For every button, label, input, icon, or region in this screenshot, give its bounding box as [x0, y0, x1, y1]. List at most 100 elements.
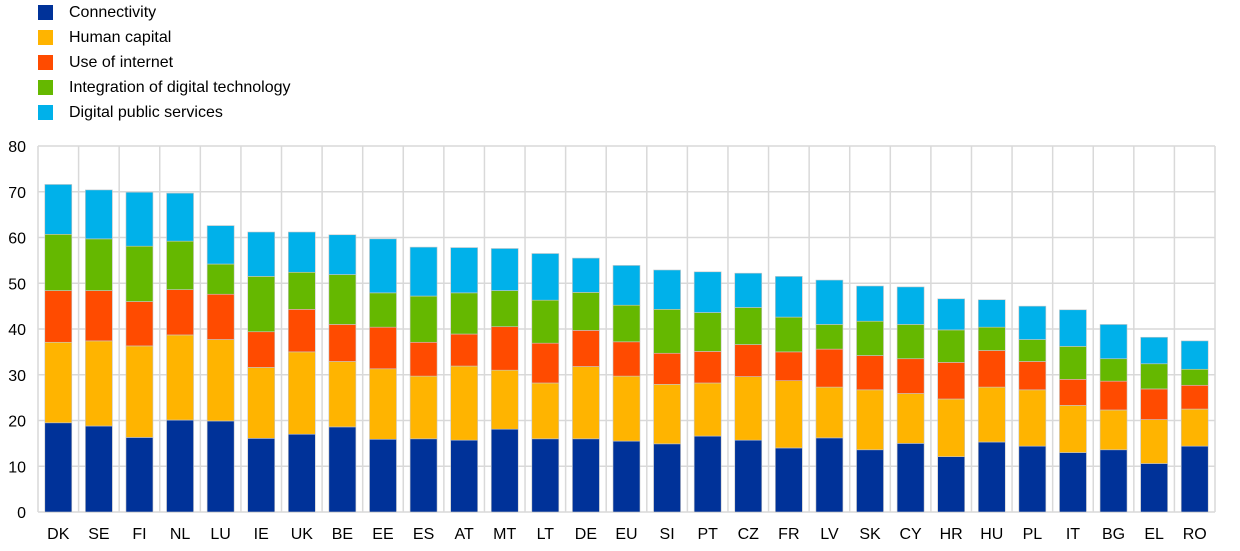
x-tick-label: EL — [1144, 526, 1164, 543]
bar-uk-human-capital — [288, 351, 316, 435]
bar-ro-use-of-internet — [1180, 384, 1209, 410]
bar-nl-human-capital — [166, 334, 194, 421]
x-tick-label: RO — [1183, 526, 1207, 543]
bar-bg-digital-public-services — [1099, 324, 1128, 360]
bar-se-human-capital — [85, 340, 113, 427]
y-axis: 0 10 20 30 40 50 60 70 80 — [8, 139, 26, 522]
bar-pl-use-of-internet — [1018, 361, 1047, 391]
bar-uk-connectivity — [288, 433, 316, 513]
bar-hu-integration-of-digital-technology — [977, 326, 1006, 351]
legend-item: Connectivity — [38, 0, 290, 25]
bar-ee-human-capital — [369, 368, 397, 440]
y-tick-label: 10 — [8, 459, 26, 476]
bar-pt-use-of-internet — [693, 351, 722, 384]
bar-be-use-of-internet — [328, 324, 357, 362]
legend-item: Digital public services — [38, 100, 290, 125]
bar-sk-use-of-internet — [856, 355, 884, 391]
bar-uk-digital-public-services — [288, 231, 316, 273]
bar-mt-human-capital — [490, 369, 519, 430]
x-tick-label: SI — [660, 526, 675, 543]
legend-swatch — [38, 55, 53, 70]
bar-be-connectivity — [328, 426, 357, 513]
bar-eu-use-of-internet — [612, 341, 641, 377]
x-tick-label: NL — [170, 526, 191, 543]
legend-swatch — [38, 80, 53, 95]
bar-cz-connectivity — [734, 439, 763, 513]
bar-nl-use-of-internet — [166, 289, 194, 336]
legend-label: Use of internet — [69, 53, 174, 71]
bar-cy-integration-of-digital-technology — [896, 324, 925, 360]
bar-ro-integration-of-digital-technology — [1180, 368, 1209, 386]
bar-nl-integration-of-digital-technology — [166, 240, 194, 290]
bar-lt-human-capital — [531, 382, 560, 440]
bar-bg-use-of-internet — [1099, 380, 1128, 411]
x-tick-label: PT — [697, 526, 718, 543]
bar-be-integration-of-digital-technology — [328, 274, 357, 325]
bar-it-connectivity — [1059, 452, 1087, 513]
bar-fr-integration-of-digital-technology — [775, 316, 803, 353]
x-tick-label: LU — [210, 526, 230, 543]
bar-it-use-of-internet — [1059, 379, 1087, 406]
legend-swatch — [38, 105, 53, 120]
bar-hr-digital-public-services — [937, 298, 965, 331]
legend-label: Digital public services — [69, 103, 223, 121]
bar-cy-digital-public-services — [896, 286, 925, 325]
bar-lu-use-of-internet — [206, 293, 235, 340]
bar-es-integration-of-digital-technology — [409, 295, 438, 343]
bar-at-human-capital — [450, 365, 478, 441]
bar-dk-human-capital — [44, 341, 73, 424]
bar-eu-connectivity — [612, 440, 641, 513]
bar-ro-connectivity — [1180, 445, 1209, 513]
bar-at-digital-public-services — [450, 247, 478, 294]
bar-ie-human-capital — [247, 367, 276, 439]
legend-label: Connectivity — [69, 3, 157, 21]
bar-pl-digital-public-services — [1018, 305, 1047, 340]
legend-swatch — [38, 5, 53, 20]
bar-dk-integration-of-digital-technology — [44, 233, 73, 291]
bar-el-use-of-internet — [1140, 388, 1168, 420]
legend-item: Human capital — [38, 25, 290, 50]
bar-lu-connectivity — [206, 420, 235, 513]
bar-cz-integration-of-digital-technology — [734, 307, 763, 345]
bar-cz-digital-public-services — [734, 272, 763, 308]
bar-lt-integration-of-digital-technology — [531, 299, 560, 344]
bar-ie-use-of-internet — [247, 331, 276, 368]
bar-lv-digital-public-services — [815, 279, 844, 325]
bar-it-digital-public-services — [1059, 309, 1087, 347]
x-tick-label: CZ — [738, 526, 760, 543]
bar-sk-connectivity — [856, 449, 884, 513]
bar-es-use-of-internet — [409, 341, 438, 377]
bars — [44, 184, 1209, 513]
bar-bg-human-capital — [1099, 409, 1128, 451]
bar-hr-connectivity — [937, 456, 965, 513]
bar-cy-use-of-internet — [896, 358, 925, 394]
bar-ie-integration-of-digital-technology — [247, 276, 276, 333]
x-tick-label: PL — [1023, 526, 1043, 543]
bar-es-digital-public-services — [409, 246, 438, 297]
bar-si-use-of-internet — [653, 352, 681, 385]
bar-de-connectivity — [572, 438, 600, 513]
bar-lv-use-of-internet — [815, 348, 844, 388]
bar-fi-digital-public-services — [125, 191, 154, 247]
bar-lu-integration-of-digital-technology — [206, 263, 235, 295]
bar-se-digital-public-services — [85, 189, 113, 240]
bar-cy-connectivity — [896, 443, 925, 513]
bar-ee-digital-public-services — [369, 238, 397, 294]
bar-se-integration-of-digital-technology — [85, 238, 113, 291]
bar-at-connectivity — [450, 439, 478, 513]
bar-at-integration-of-digital-technology — [450, 292, 478, 335]
x-tick-label: BE — [332, 526, 353, 543]
bar-dk-digital-public-services — [44, 184, 73, 235]
bar-uk-integration-of-digital-technology — [288, 271, 316, 310]
bar-pl-integration-of-digital-technology — [1018, 339, 1047, 362]
bar-eu-digital-public-services — [612, 265, 641, 306]
bar-uk-use-of-internet — [288, 309, 316, 353]
y-tick-label: 30 — [8, 368, 26, 385]
bar-de-human-capital — [572, 366, 600, 440]
bar-ee-integration-of-digital-technology — [369, 292, 397, 328]
bar-pt-connectivity — [693, 435, 722, 513]
x-tick-label: ES — [413, 526, 434, 543]
bar-ee-connectivity — [369, 438, 397, 513]
bar-pt-digital-public-services — [693, 271, 722, 313]
chart-legend: Connectivity Human capital Use of internet… — [38, 0, 290, 125]
